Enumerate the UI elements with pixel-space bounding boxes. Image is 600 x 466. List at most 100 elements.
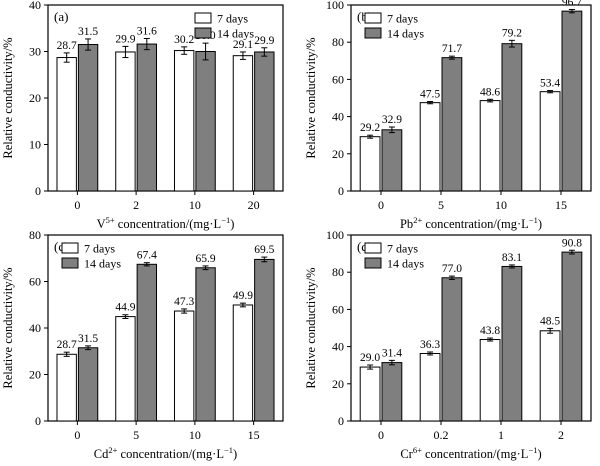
value-label: 44.9 <box>115 302 135 314</box>
legend-label: 14 days <box>84 257 121 271</box>
bar-14-days <box>195 51 216 192</box>
value-label: 67.4 <box>137 250 157 262</box>
y-tick-label: 100 <box>326 0 344 12</box>
bar-14-days <box>136 263 158 422</box>
y-tick-label: 0 <box>338 414 344 428</box>
x-axis-title-part: concentration/(mg·L <box>422 217 529 231</box>
y-tick-label: 80 <box>332 35 344 49</box>
value-label: 77.0 <box>442 263 462 275</box>
x-axis-title: Pb2+ concentration/(mg·L−1) <box>400 215 542 231</box>
legend-label: 14 days <box>387 27 424 41</box>
value-label: 49.9 <box>233 290 253 302</box>
y-axis-title: Relative conductivity/% <box>1 267 15 388</box>
value-label: 29.9 <box>254 35 274 47</box>
legend-swatch-14-days <box>364 257 382 269</box>
x-tick-label: 2 <box>133 198 139 212</box>
plot-frame <box>350 234 592 422</box>
y-axis-title: Relative conductivity/% <box>304 267 318 388</box>
bar-14-days <box>136 43 158 192</box>
plot-frame <box>350 4 592 192</box>
bar-14-days <box>561 251 583 422</box>
bar-7-days <box>479 100 501 192</box>
value-label: 96.7 <box>562 0 582 8</box>
x-axis-title-part: ) <box>537 447 541 461</box>
x-axis-title-part: −1 <box>528 445 537 455</box>
legend-label: 14 days <box>387 257 424 271</box>
x-axis-title-part: 5+ <box>106 215 115 225</box>
x-tick-label: 5 <box>133 428 139 442</box>
x-axis-title-part: ) <box>233 447 237 461</box>
bar-14-days <box>381 129 403 192</box>
bar-14-days <box>254 51 275 192</box>
bar-14-days <box>195 267 216 422</box>
x-axis-title-part: ) <box>230 217 234 231</box>
x-axis-title-part: Pb <box>400 217 413 231</box>
y-tick-label: 20 <box>29 91 41 105</box>
bar-7-days <box>173 310 195 422</box>
panel-label: (a) <box>54 9 68 24</box>
value-label: 31.5 <box>78 333 98 345</box>
x-tick-label: 0 <box>378 198 384 212</box>
bar-14-days <box>441 277 463 422</box>
y-tick-label: 80 <box>332 265 344 279</box>
value-label: 28.7 <box>57 339 77 351</box>
x-axis-title-part: −1 <box>224 445 233 455</box>
value-label: 29.9 <box>115 33 135 45</box>
y-tick-label: 0 <box>35 414 41 428</box>
legend-label: 7 days <box>217 12 248 26</box>
y-tick-label: 60 <box>332 72 344 86</box>
value-label: 36.3 <box>420 339 440 351</box>
y-tick-label: 80 <box>29 228 41 242</box>
chart-panel-1: 010203040028.731.5229.931.61030.230.0202… <box>1 0 284 231</box>
x-tick-label: 10 <box>495 198 507 212</box>
y-tick-label: 40 <box>29 0 41 12</box>
bar-7-days <box>115 51 136 192</box>
x-axis-title-part: 6+ <box>413 445 422 455</box>
x-axis-title: Cd2+ concentration/(mg·L−1) <box>94 445 237 461</box>
x-axis-title-part: ) <box>538 217 542 231</box>
x-axis-title-part: concentration/(mg·L <box>115 217 222 231</box>
value-label: 29.0 <box>360 352 380 364</box>
x-axis-title-part: Cd <box>94 447 109 461</box>
y-tick-label: 60 <box>332 302 344 316</box>
bar-7-days <box>539 91 561 192</box>
bar-14-days <box>77 44 99 192</box>
x-tick-label: 0.2 <box>434 428 449 442</box>
value-label: 83.1 <box>502 252 522 264</box>
bar-7-days <box>56 57 77 192</box>
value-label: 48.6 <box>480 86 500 98</box>
y-tick-label: 30 <box>29 45 41 59</box>
x-axis-title-part: Cr <box>400 447 413 461</box>
x-axis-title: Cr6+ concentration/(mg·L−1) <box>400 445 541 461</box>
x-tick-label: 20 <box>248 198 260 212</box>
x-tick-label: 15 <box>248 428 260 442</box>
value-label: 31.5 <box>78 26 98 38</box>
x-tick-label: 15 <box>555 198 567 212</box>
bar-7-days <box>419 352 441 422</box>
x-tick-label: 0 <box>378 428 384 442</box>
y-tick-label: 10 <box>29 138 41 152</box>
x-tick-label: 2 <box>558 428 564 442</box>
y-axis-title: Relative conductivity/% <box>304 37 318 158</box>
y-tick-label: 20 <box>332 147 344 161</box>
value-label: 43.8 <box>480 325 500 337</box>
y-tick-label: 0 <box>338 184 344 198</box>
y-tick-label: 100 <box>326 228 344 242</box>
x-axis-title-part: V <box>97 217 106 231</box>
value-label: 79.2 <box>502 27 522 39</box>
y-tick-label: 40 <box>332 340 344 354</box>
bar-7-days <box>359 136 381 192</box>
y-tick-label: 60 <box>29 275 41 289</box>
value-label: 31.4 <box>382 347 402 359</box>
x-axis-title-part: concentration/(mg·L <box>422 447 529 461</box>
bar-7-days <box>539 330 561 422</box>
x-tick-label: 0 <box>74 428 80 442</box>
bar-14-days <box>77 347 99 422</box>
legend-label: 7 days <box>387 242 418 256</box>
legend-swatch-14-days <box>61 257 79 269</box>
chart-panel-2: 0 20 40 60 80 100 0 29.232.9 5 47.5 71.7 10 48.6 79.2… <box>304 0 592 231</box>
y-tick-label: 20 <box>29 368 41 382</box>
value-label: 69.5 <box>254 244 274 256</box>
bar-7-days <box>419 102 441 192</box>
x-axis-title-part: −1 <box>529 215 538 225</box>
